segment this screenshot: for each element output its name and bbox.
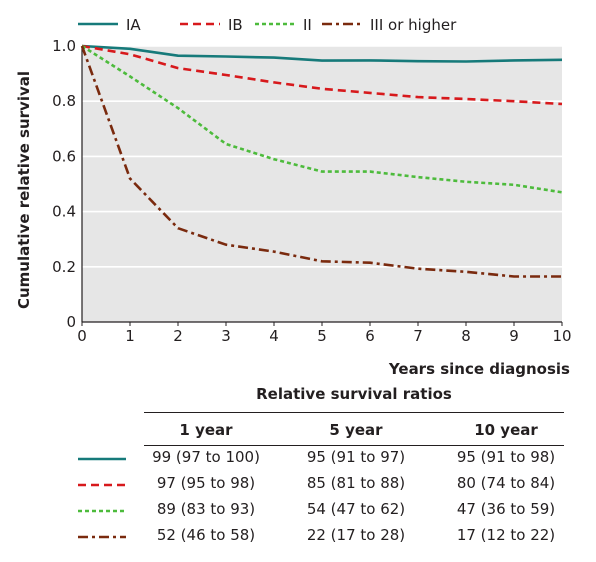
x-tick-label: 6 [365,327,375,345]
table-row: 52 (46 to 58) 22 (17 to 28) 17 (12 to 22… [60,526,580,548]
x-tick-label: 0 [77,327,87,345]
y-tick-label: 0.2 [52,258,76,276]
table-cell: 22 (17 to 28) [306,526,406,544]
table-top-rule [144,412,564,413]
table-title: Relative survival ratios [256,385,452,403]
table-cell: 17 (12 to 22) [456,526,556,544]
x-tick-label: 4 [269,327,279,345]
table-cell: 47 (36 to 59) [456,500,556,518]
table-cell: 97 (95 to 98) [156,474,256,492]
table-cell: 99 (97 to 100) [152,448,260,466]
x-tick-label: 2 [173,327,183,345]
x-tick-label: 3 [221,327,231,345]
table-row: 97 (95 to 98) 85 (81 to 88) 80 (74 to 84… [60,474,580,496]
y-tick-label: 0.6 [52,147,76,165]
x-axis-title: Years since diagnosis [388,360,570,378]
table-row: 89 (83 to 93) 54 (47 to 62) 47 (36 to 59… [60,500,580,522]
legend-label-1: IB [228,16,243,34]
y-axis-title: Cumulative relative survival [15,71,33,309]
series-line-2 [81,44,563,194]
legend-swatch-ii [78,509,126,513]
legend-swatch-ia [78,457,126,461]
table-cell: 89 (83 to 93) [156,500,256,518]
x-tick-label: 8 [461,327,471,345]
series-line-1 [81,44,563,106]
table-row: 99 (97 to 100) 95 (91 to 97) 95 (91 to 9… [60,448,580,470]
header-10-year: 10 year [474,421,538,439]
header-1-year: 1 year [179,421,233,439]
legend-label-0: IA [126,16,141,34]
y-tick-label: 0 [66,313,76,331]
x-tick-label: 7 [413,327,423,345]
header-5-year: 5 year [329,421,383,439]
table-cell: 54 (47 to 62) [306,500,406,518]
legend-swatch-iii [78,535,126,539]
x-tick-label: 1 [125,327,135,345]
table-cell: 52 (46 to 58) [156,526,256,544]
x-tick-label: 9 [509,327,519,345]
y-tick-label: 0.4 [52,203,76,221]
table-header-rule [144,445,564,446]
series-line-3 [80,45,562,278]
survival-chart: 0 0.2 0.4 0.6 0.8 1.0 0 1 2 3 4 5 6 7 8 9 10 Years since … [15,16,572,378]
legend-swatch-ib [78,483,126,487]
series-line-0 [81,44,563,63]
table-cell: 85 (81 to 88) [306,474,406,492]
y-tick-label: 1.0 [52,37,76,55]
x-tick-label: 5 [317,327,327,345]
y-tick-label: 0.8 [52,92,76,110]
legend-label-2: II [303,16,312,34]
table-cell: 95 (91 to 98) [456,448,556,466]
table-cell: 80 (74 to 84) [456,474,556,492]
x-tick-label: 10 [552,327,571,345]
legend-label-3: III or higher [370,16,457,34]
table-cell: 95 (91 to 97) [306,448,406,466]
